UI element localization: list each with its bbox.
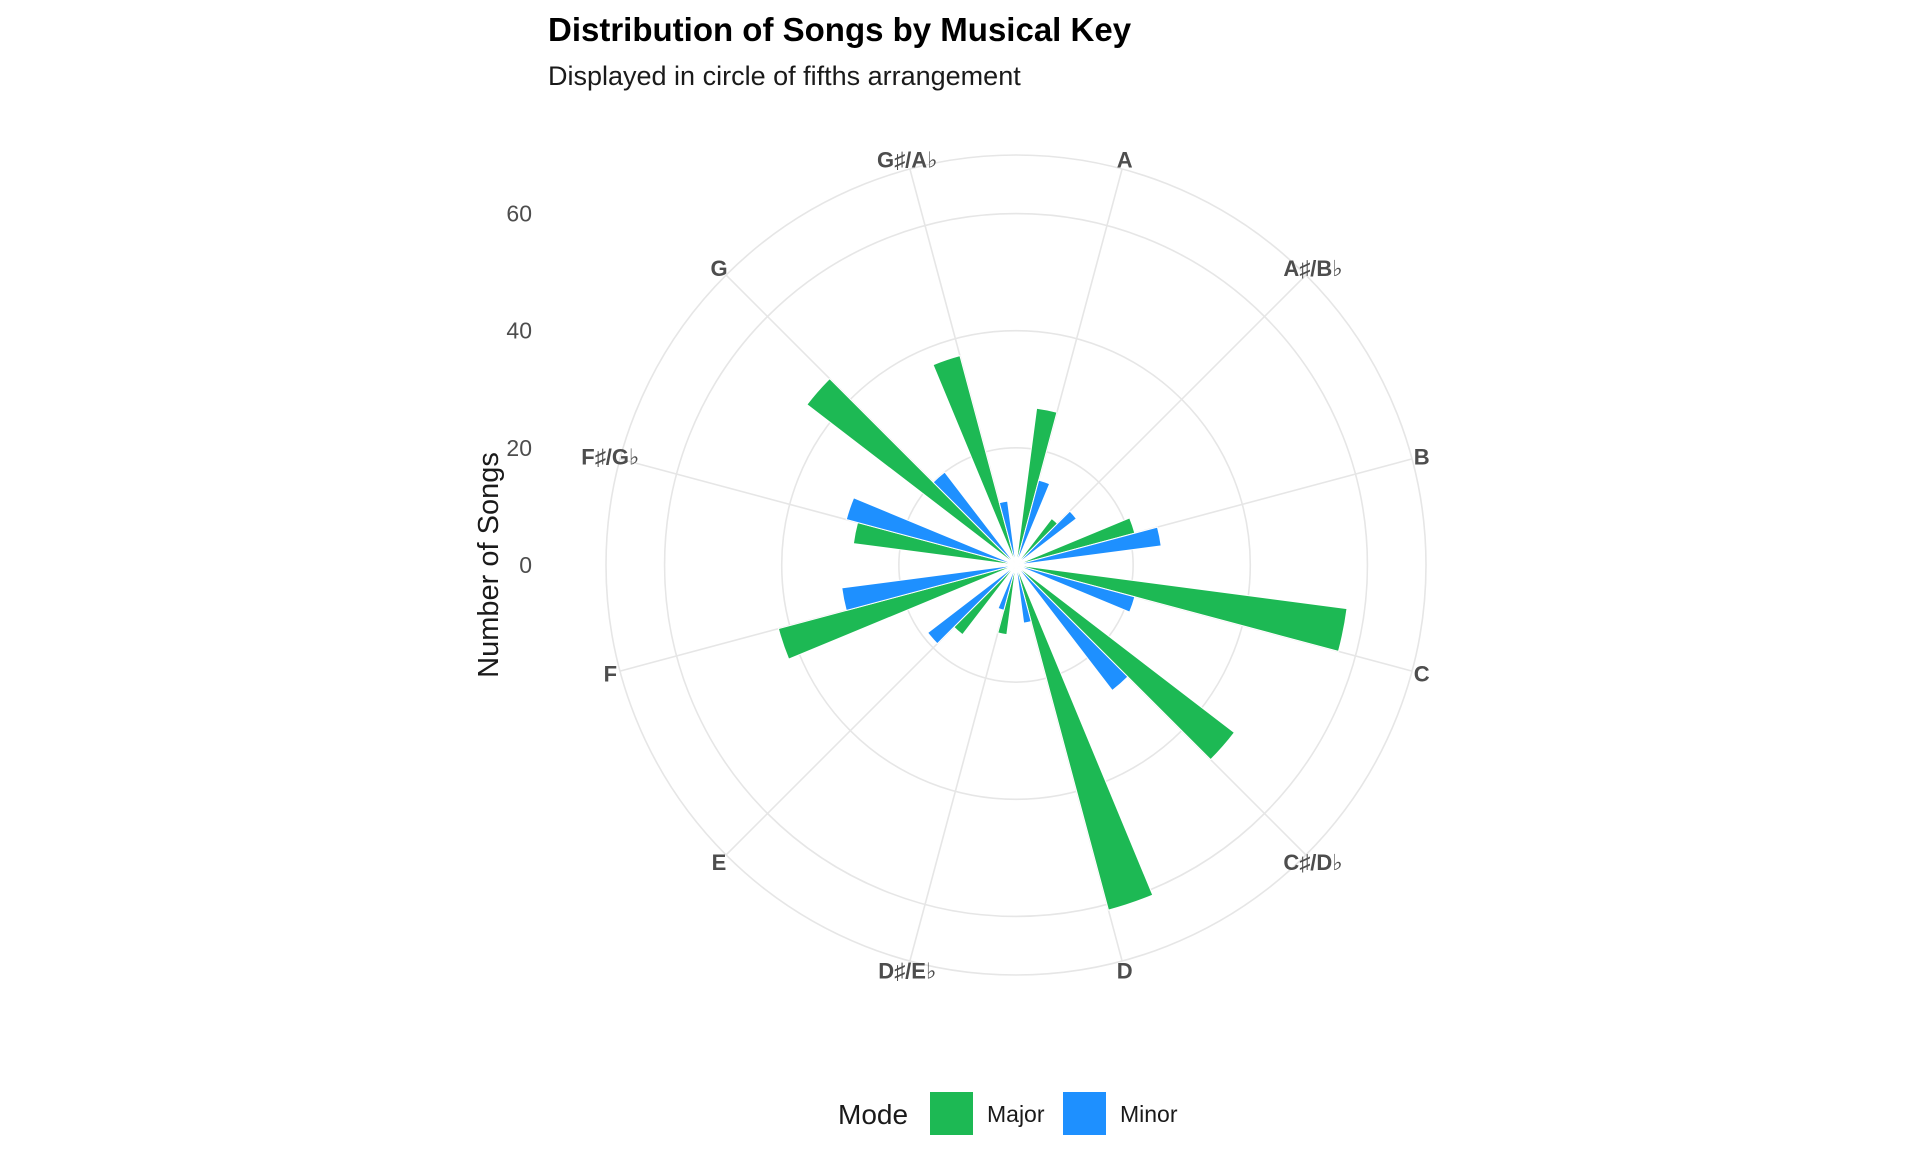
legend-swatch-major [930,1092,973,1135]
bar-major-11 [932,355,1017,566]
legend-label-major: Major [987,1101,1045,1127]
key-label-3: C [1414,662,1430,687]
legend-title: Mode [838,1099,908,1130]
radial-tick-labels: 0 20 40 60 [506,201,532,578]
radial-tick-40: 40 [506,318,532,344]
key-label-8: F [604,662,617,687]
bar-minor-1 [1015,510,1078,566]
bar-major-3 [1015,564,1348,653]
key-label-4: C♯/D♭ [1283,850,1342,875]
radial-tick-0: 0 [519,552,532,578]
bar-minor-9 [845,497,1017,566]
bar-minor-4 [1015,564,1129,692]
grid-circle-2 [663,212,1369,918]
key-label-5: D [1117,959,1133,984]
bar-minor-5 [1015,564,1032,624]
bar-minor-6 [997,564,1017,611]
bar-minor-10 [932,471,1017,566]
grid-circle-1 [780,329,1252,801]
bars [777,355,1348,911]
legend-swatch-minor [1063,1092,1106,1135]
legend: Mode Major Minor [838,1092,1178,1135]
chart-subtitle: Displayed in circle of fifths arrangemen… [548,61,1021,91]
grid-circle-0 [898,447,1134,683]
bar-minor-2 [1015,526,1162,566]
key-label-11: G♯/A♭ [877,147,938,172]
key-label-10: G [710,256,727,281]
key-label-1: A♯/B♭ [1283,256,1342,281]
key-label-6: D♯/E♭ [878,959,936,984]
chart-title: Distribution of Songs by Musical Key [548,11,1132,48]
key-label-9: F♯/G♭ [581,444,639,469]
key-label-7: E [712,850,727,875]
bar-major-8 [777,564,1017,660]
key-label-0: A [1117,147,1133,172]
radial-tick-20: 20 [506,435,532,461]
bar-major-10 [806,377,1017,566]
y-axis-title: Number of Songs [473,452,505,678]
radial-tick-60: 60 [506,201,532,227]
bar-minor-11 [998,500,1017,566]
bar-major-4 [1015,564,1236,761]
key-labels: A A♯/B♭ B C C♯/D♭ D D♯/E♭ E F F♯/G♭ G G♯/A♭ [581,147,1429,983]
grid-circle-3 [605,154,1427,976]
bar-minor-0 [1015,479,1051,566]
bar-minor-8 [841,564,1017,612]
legend-label-minor: Minor [1120,1101,1178,1127]
bar-major-5 [1015,564,1154,911]
key-label-2: B [1414,444,1430,469]
bar-minor-3 [1015,564,1136,613]
bar-minor-7 [927,564,1017,645]
